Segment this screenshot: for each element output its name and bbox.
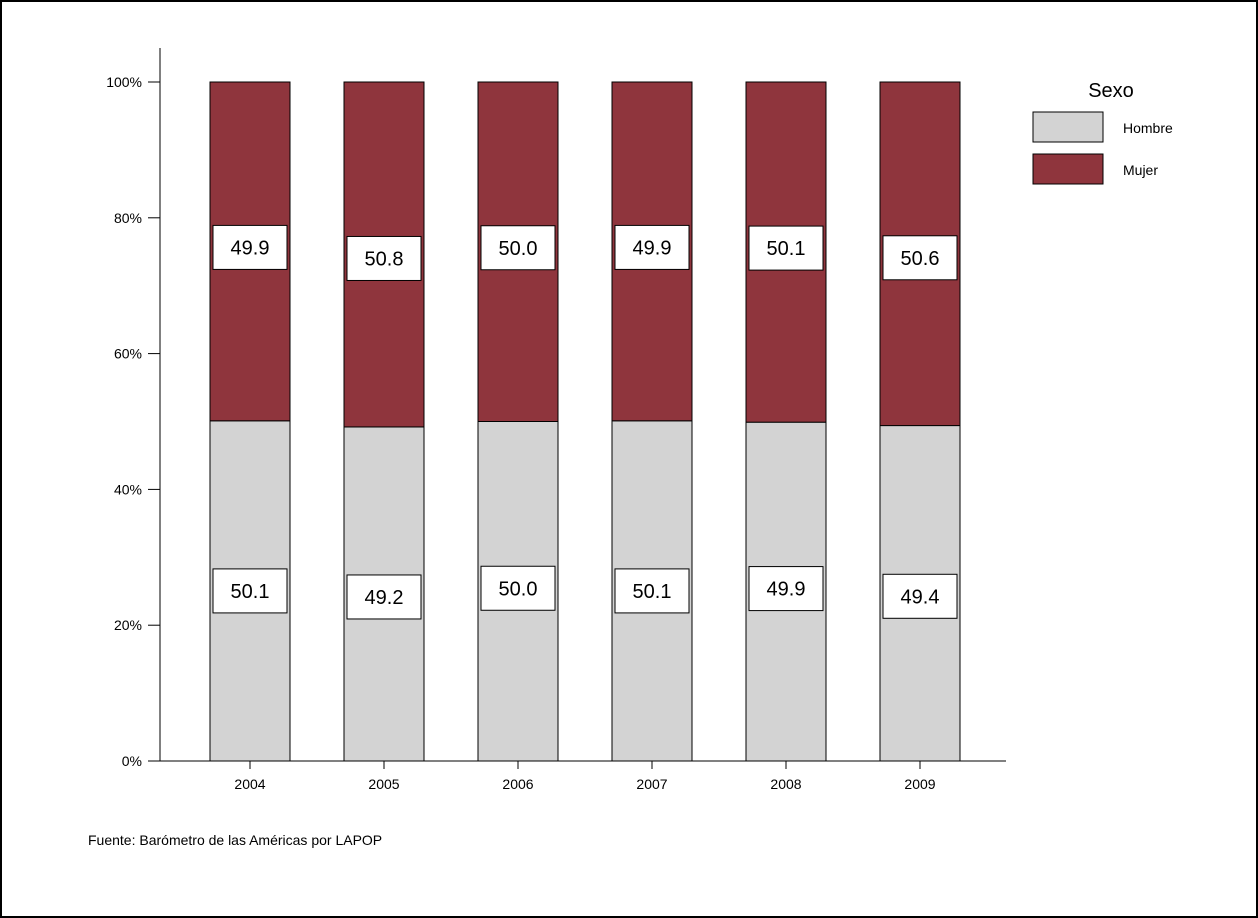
x-tick-label: 2009 — [904, 776, 935, 792]
data-label-hombre-2006: 50.0 — [499, 578, 538, 600]
x-tick-label: 2007 — [636, 776, 667, 792]
x-tick-label: 2004 — [234, 776, 265, 792]
x-tick-label: 2006 — [502, 776, 533, 792]
x-tick-label: 2005 — [368, 776, 399, 792]
data-label-hombre-2008: 49.9 — [767, 579, 806, 601]
data-label-box — [748, 225, 824, 271]
data-label-box — [212, 224, 288, 270]
y-tick-label: 20% — [114, 617, 142, 633]
legend: Sexo Hombre Mujer — [1032, 80, 1173, 185]
data-label-hombre-2005: 49.2 — [365, 587, 404, 609]
bars-layer — [209, 81, 961, 762]
data-label-box — [346, 574, 422, 620]
data-label-box — [882, 235, 958, 281]
data-label-box — [480, 225, 556, 271]
data-label-mujer-2007: 49.9 — [633, 237, 672, 259]
source-note: Fuente: Barómetro de las Américas por LA… — [88, 832, 382, 848]
y-tick-label: 0% — [122, 753, 142, 769]
axes-layer — [148, 48, 1006, 762]
data-label-box — [480, 565, 556, 611]
data-label-box — [614, 568, 690, 614]
data-label-mujer-2006: 50.0 — [499, 238, 538, 260]
data-label-box — [212, 568, 288, 614]
legend-label-mujer: Mujer — [1123, 162, 1158, 178]
legend-title: Sexo — [1088, 80, 1134, 102]
y-tick-label: 80% — [114, 210, 142, 226]
data-label-box — [346, 235, 422, 281]
legend-swatch-mujer — [1032, 153, 1104, 185]
legend-label-hombre: Hombre — [1123, 120, 1173, 136]
y-tick-label: 60% — [114, 346, 142, 362]
data-label-mujer-2005: 50.8 — [365, 248, 404, 270]
data-labels-layer: 50.1 49.9 49.2 50.8 50.0 50.0 50.1 49.9 49.9 50.1… — [212, 224, 958, 620]
data-label-mujer-2004: 49.9 — [231, 237, 270, 259]
data-label-box — [748, 566, 824, 612]
data-label-box — [614, 224, 690, 270]
data-label-mujer-2008: 50.1 — [767, 238, 806, 260]
data-label-mujer-2009: 50.6 — [901, 248, 940, 270]
data-label-box — [882, 573, 958, 619]
data-label-hombre-2009: 49.4 — [901, 586, 940, 608]
data-label-hombre-2004: 50.1 — [231, 581, 270, 603]
legend-swatch-hombre — [1032, 111, 1104, 143]
y-tick-label: 100% — [106, 74, 142, 90]
y-tick-label: 40% — [114, 481, 142, 497]
x-ticks-layer: 2004 2005 2006 2007 2008 2009 — [234, 761, 936, 792]
x-tick-label: 2008 — [770, 776, 801, 792]
data-label-hombre-2007: 50.1 — [633, 581, 672, 603]
y-ticks-layer: 0% 20% 40% 60% 80% 100% — [106, 74, 160, 769]
